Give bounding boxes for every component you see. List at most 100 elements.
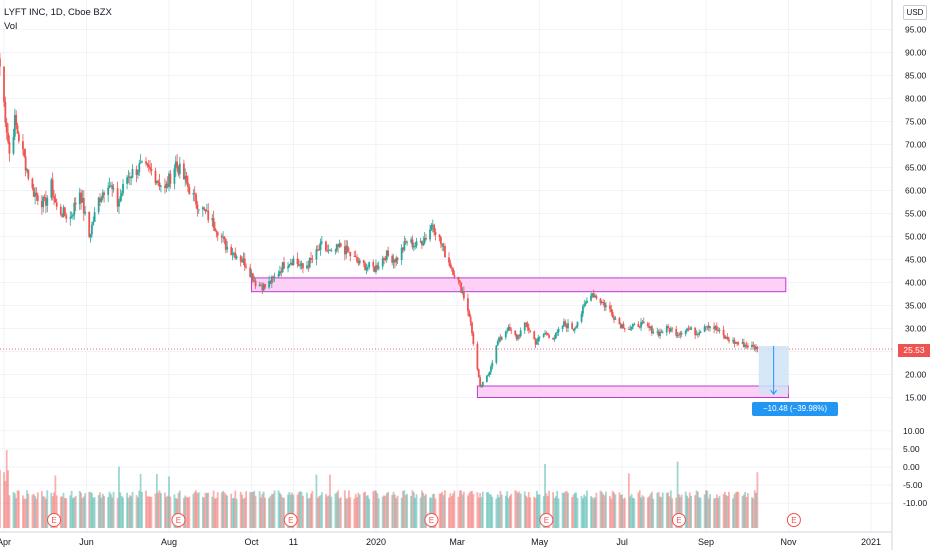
- candle-body: [224, 239, 227, 250]
- currency-button[interactable]: USD: [903, 5, 927, 20]
- volume-bar: [334, 493, 337, 528]
- candle-body: [212, 218, 215, 228]
- volume-bar: [130, 496, 133, 528]
- volume-bar: [517, 492, 519, 528]
- earnings-marker-label: E: [429, 516, 434, 525]
- candle-body: [476, 343, 479, 370]
- volume-bar: [618, 492, 621, 528]
- candle-body: [542, 334, 545, 337]
- volume-tick-label: -5.00: [903, 480, 923, 490]
- candle-body: [296, 258, 299, 265]
- candle-body: [126, 177, 128, 184]
- volume-bar: [372, 491, 375, 528]
- candle-body: [504, 331, 507, 338]
- candle-body: [462, 291, 465, 299]
- candle-body: [678, 334, 680, 336]
- volume-bar: [657, 491, 660, 528]
- candle-body: [529, 330, 532, 332]
- candle-body: [556, 332, 559, 333]
- candle-body: [461, 291, 464, 293]
- candle-body: [557, 328, 560, 333]
- price-tick-label: 95.00: [905, 25, 927, 35]
- candle-body: [756, 346, 759, 350]
- candle-body: [376, 265, 379, 269]
- volume-bar: [679, 496, 682, 528]
- candle-body: [339, 243, 342, 247]
- volume-bar: [462, 491, 465, 528]
- volume-bar: [714, 497, 717, 528]
- candle-body: [235, 256, 238, 259]
- candle-body: [410, 239, 413, 243]
- time-tick-label: 2020: [366, 537, 386, 547]
- volume-bar: [458, 490, 461, 528]
- volume-bar: [157, 492, 160, 528]
- volume-bar: [141, 491, 143, 528]
- candle-body: [610, 308, 613, 313]
- candle-body: [357, 261, 360, 264]
- volume-bar: [308, 497, 311, 528]
- candle-body: [89, 234, 92, 237]
- volume-bar: [660, 497, 663, 528]
- volume-bar: [3, 472, 5, 528]
- price-tick-label: 60.00: [905, 186, 927, 196]
- candle-body: [127, 176, 130, 178]
- volume-bar: [583, 494, 586, 528]
- candle-body: [536, 341, 538, 345]
- candle-body: [434, 231, 437, 235]
- volume-bar: [264, 497, 266, 528]
- price-tick-label: 40.00: [905, 278, 927, 288]
- volume-bar: [145, 490, 147, 528]
- candle-body: [319, 242, 322, 251]
- earnings-marker: [171, 513, 186, 527]
- candle-body: [297, 264, 300, 266]
- volume-bar: [319, 495, 322, 528]
- candle-body: [91, 224, 93, 235]
- volume-bar: [433, 493, 436, 528]
- candle-body: [13, 114, 16, 137]
- candle-body: [396, 257, 399, 260]
- volume-bar: [55, 495, 58, 528]
- candle-body: [709, 326, 711, 329]
- candle-body: [527, 327, 530, 331]
- candle-body: [403, 241, 406, 251]
- volume-bar: [108, 491, 111, 528]
- volume-bar: [343, 490, 346, 528]
- volume-bar: [251, 491, 254, 528]
- volume-bar: [166, 495, 169, 528]
- candle-body: [468, 311, 471, 317]
- candle-body: [552, 337, 555, 340]
- candle-body: [138, 163, 141, 172]
- earnings-marker-label: E: [288, 516, 293, 525]
- volume-bar: [149, 496, 151, 528]
- volume-bar: [472, 494, 475, 528]
- volume-bar: [234, 490, 237, 528]
- volume-bar: [610, 498, 613, 528]
- candle-body: [26, 169, 28, 171]
- volume-bar: [402, 490, 404, 528]
- candle-body: [632, 323, 634, 327]
- candle-body: [264, 284, 266, 288]
- candle-body: [705, 326, 707, 328]
- volume-bar: [622, 498, 625, 528]
- candle-body: [604, 305, 607, 308]
- candle-body: [460, 282, 463, 293]
- volume-bar: [118, 466, 120, 528]
- volume-bar: [250, 492, 253, 528]
- volume-bar: [518, 491, 521, 528]
- volume-bar: [316, 497, 319, 528]
- candle-body: [751, 344, 753, 348]
- volume-bar: [747, 493, 749, 528]
- candle-body: [485, 375, 488, 382]
- candle-body: [74, 202, 77, 205]
- volume-bar: [53, 492, 55, 528]
- candle-body: [580, 313, 583, 322]
- candle-body: [141, 161, 143, 163]
- volume-bar: [641, 495, 644, 528]
- volume-bar: [63, 498, 66, 528]
- candle-body: [272, 276, 275, 278]
- volume-bar: [678, 494, 680, 528]
- volume-bar: [728, 491, 730, 528]
- candle-body: [146, 163, 149, 165]
- candle-body: [166, 183, 169, 187]
